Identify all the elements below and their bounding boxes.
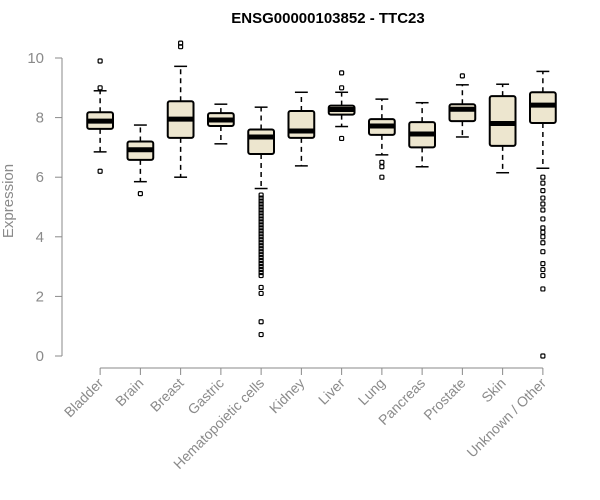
outlier-point [258,213,264,219]
box-group [448,73,477,138]
outlier-point [97,58,103,64]
outlier-point [258,331,264,338]
outlier-point [540,266,546,273]
outlier-point [540,180,546,186]
outlier-point [540,225,546,231]
y-axis: 0 2 4 6 8 10 [27,50,63,365]
outlier-point [258,225,264,231]
outlier-point [540,229,546,235]
outlier-point [258,198,264,204]
box-iqr [287,110,316,139]
outlier-point [540,188,546,194]
outlier-point [540,249,546,255]
box-iqr [247,128,276,155]
y-tick-label: 0 [36,348,44,365]
outlier-point [540,207,546,213]
outlier-point [339,70,345,76]
outlier-point [258,266,264,273]
x-tick-label: Skin [478,375,509,406]
outlier-point [459,73,465,79]
outlier-point [379,159,385,165]
outlier-point [339,135,345,142]
y-tick-label: 6 [36,169,44,186]
box-iqr [488,95,517,147]
outlier-point [540,201,546,207]
outlier-point [258,210,264,216]
outlier-point [540,261,546,267]
outlier-point [258,201,264,207]
outlier-point [258,240,264,246]
box-iqr [448,103,477,123]
outlier-point [540,216,546,222]
x-tick-label: Breast [147,375,187,415]
box-group [408,101,437,168]
outlier-point [379,164,385,170]
y-tick-label: 8 [36,110,44,127]
box-group [166,40,195,178]
outlier-point [258,231,264,237]
outlier-point [258,319,264,325]
box-group [287,91,316,167]
outlier-point [258,195,264,201]
outlier-point [258,290,264,297]
y-tick-label: 2 [36,288,44,305]
outlier-point [258,264,264,270]
box-group [126,124,155,197]
outlier-point [258,284,264,291]
box-iqr [528,91,557,124]
outlier-point [97,85,103,91]
outlier-point [540,272,546,279]
box-group [86,58,115,174]
outlier-point [258,207,264,213]
x-tick-label: Lung [355,375,388,408]
outlier-point [137,190,143,197]
outlier-point [258,255,264,261]
outlier-point [339,85,345,91]
outlier-point [258,261,264,267]
outlier-point [258,219,264,225]
x-tick-label: Kidney [266,375,308,417]
x-tick-label: Bladder [61,375,107,421]
box-group [367,98,396,180]
outlier-point [379,174,385,180]
outlier-point [258,246,264,252]
x-tick-label: Prostate [420,375,468,423]
outlier-point [540,240,546,246]
x-tick-label: Brain [112,375,146,409]
y-tick-label: 10 [27,50,44,67]
outlier-point [258,258,264,264]
outlier-point [258,272,264,279]
y-tick-label: 4 [36,229,44,246]
outlier-point [258,269,264,276]
outlier-point [258,237,264,243]
box-series [86,40,557,359]
outlier-point [258,216,264,222]
box-group [528,70,557,359]
x-tick-label: Liver [315,375,348,408]
box-group [327,70,356,142]
outlier-point [540,195,546,201]
outlier-point [258,243,264,249]
y-axis-label: Expression [0,164,17,238]
outlier-point [258,228,264,234]
outlier-point [258,192,264,198]
outlier-point [258,234,264,240]
outlier-point [540,353,546,359]
box-group [206,103,235,145]
outlier-point [258,249,264,255]
outlier-point [178,44,184,50]
box-group [488,83,517,174]
outlier-point [540,234,546,240]
outlier-point [258,252,264,258]
box-group [247,106,276,338]
outlier-point [258,204,264,210]
outlier-point [258,222,264,228]
chart-title: ENSG00000103852 - TTC23 [231,10,424,27]
outlier-point [540,286,546,292]
outlier-point [97,168,103,174]
outlier-point [540,174,546,180]
